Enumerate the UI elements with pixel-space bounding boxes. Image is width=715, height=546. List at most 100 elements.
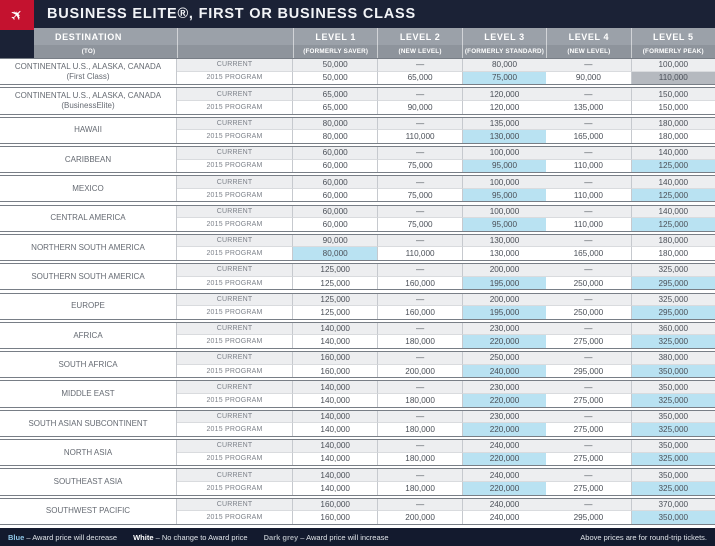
destination-name: HAWAII (74, 125, 102, 135)
award-price-cell: 230,000 (461, 322, 547, 336)
award-price-cell: 160,000 (293, 498, 378, 512)
row-label: 2015 PROGRAM (177, 452, 293, 466)
destination-group: SOUTH ASIAN SUBCONTINENT CURRENT 140,000—2… (0, 409, 715, 437)
header-level-2-sub: (NEW LEVEL) (377, 45, 461, 58)
destination-group: CONTINENTAL U.S., ALASKA, CANADA (First C… (0, 58, 715, 86)
award-price-cell: 95,000 (461, 188, 547, 202)
award-price-cell: 295,000 (630, 306, 715, 319)
row-label: 2015 PROGRAM (177, 100, 293, 114)
header-spacer-sub (177, 45, 293, 58)
award-price-cell: — (546, 88, 631, 101)
award-price-cell: 75,000 (377, 159, 462, 173)
award-price-cell: 220,000 (461, 423, 547, 436)
award-price-cell: 160,000 (293, 511, 378, 524)
award-price-cell: — (377, 59, 462, 72)
award-price-cell: — (546, 410, 631, 424)
award-price-cell: 220,000 (461, 481, 547, 495)
award-price-cell: 125,000 (630, 218, 715, 231)
award-price-cell: 180,000 (377, 394, 462, 407)
row-label: CURRENT (177, 469, 293, 482)
award-price-cell: 350,000 (630, 381, 715, 395)
award-price-cell: 295,000 (630, 276, 715, 290)
legend-text: – No change to Award price (153, 532, 248, 542)
award-price-cell: 180,000 (377, 452, 462, 466)
award-price-cell: — (546, 264, 631, 277)
award-price-cell: — (546, 117, 631, 131)
award-price-cell: 325,000 (630, 264, 715, 277)
header-level-3: LEVEL 3 (461, 28, 546, 45)
award-price-cell: 160,000 (377, 276, 462, 290)
destination-name: NORTH ASIA (63, 447, 113, 457)
header-level-5-sub: (FORMERLY PEAK) (630, 45, 715, 58)
award-price-cell: 50,000 (293, 71, 378, 85)
header-level-2: LEVEL 2 (377, 28, 461, 45)
award-price-cell: 220,000 (461, 452, 547, 466)
destination-name: AFRICA (73, 330, 103, 340)
award-price-cell: 75,000 (377, 218, 462, 231)
award-price-cell: 275,000 (546, 394, 631, 407)
destination-group: MEXICO CURRENT 60,000—100,000—140,000 2015 … (0, 175, 715, 203)
destination-group: SOUTHERN SOUTH AMERICA CURRENT 125,000—200… (0, 263, 715, 291)
row-label: 2015 PROGRAM (177, 188, 293, 202)
award-price-cell: — (377, 322, 462, 336)
award-price-cell: 325,000 (630, 481, 715, 495)
destination-name: SOUTH ASIAN SUBCONTINENT (28, 418, 148, 428)
award-price-cell: 140,000 (630, 176, 715, 189)
award-price-cell: — (546, 234, 631, 248)
award-price-cell: 125,000 (293, 293, 378, 307)
award-price-cell: — (546, 146, 631, 160)
destination-group: SOUTH AFRICA CURRENT 160,000—250,000—380,0… (0, 351, 715, 379)
award-price-cell: — (546, 498, 631, 512)
award-price-cell: 240,000 (461, 498, 547, 512)
award-price-cell: 275,000 (546, 452, 631, 466)
row-label: CURRENT (177, 440, 293, 453)
award-price-cell: 180,000 (377, 423, 462, 436)
award-price-cell: — (546, 205, 631, 219)
award-price-cell: — (377, 352, 462, 365)
destination-name: CARIBBEAN (64, 154, 112, 164)
row-label: CURRENT (177, 117, 293, 131)
award-price-cell: — (377, 234, 462, 248)
award-price-cell: 60,000 (293, 218, 378, 231)
destination-name: CENTRAL AMERICA (50, 213, 126, 223)
destination-cell: SOUTHEAST ASIA (0, 469, 177, 495)
award-price-cell: — (546, 440, 631, 453)
row-label: 2015 PROGRAM (177, 511, 293, 524)
destination-name: SOUTHERN SOUTH AMERICA (31, 271, 145, 281)
award-price-cell: 100,000 (630, 59, 715, 72)
award-price-cell: 200,000 (461, 264, 547, 277)
award-price-cell: 325,000 (630, 394, 715, 407)
destination-group: AFRICA CURRENT 140,000—230,000—360,000 2015… (0, 321, 715, 349)
award-price-cell: 110,000 (377, 130, 462, 143)
award-price-cell: — (377, 381, 462, 395)
award-price-cell: 180,000 (377, 335, 462, 348)
legend-key: Blue (8, 532, 25, 542)
award-price-cell: 150,000 (630, 88, 715, 101)
table-header: DESTINATION LEVEL 1 LEVEL 2 LEVEL 3 LEVE… (0, 28, 715, 58)
award-price-cell: 60,000 (293, 176, 378, 189)
destination-name: NORTHERN SOUTH AMERICA (31, 242, 145, 252)
award-price-cell: 230,000 (461, 410, 547, 424)
award-price-cell: 140,000 (293, 322, 378, 336)
destination-group: MIDDLE EAST CURRENT 140,000—230,000—350,00… (0, 380, 715, 408)
award-price-cell: 80,000 (461, 59, 547, 72)
award-price-cell: 110,000 (546, 218, 631, 231)
award-price-cell: — (546, 322, 631, 336)
destination-cell: HAWAII (0, 117, 177, 143)
award-price-cell: 350,000 (630, 410, 715, 424)
header-level-1-sub: (FORMERLY SAVER) (293, 45, 377, 58)
award-price-cell: 250,000 (461, 352, 547, 365)
destination-group: CENTRAL AMERICA CURRENT 60,000—100,000—140… (0, 204, 715, 232)
award-price-cell: — (377, 469, 462, 482)
award-price-cell: 90,000 (377, 100, 462, 114)
award-price-cell: 140,000 (293, 440, 378, 453)
award-price-cell: 370,000 (630, 498, 715, 512)
award-price-cell: 65,000 (293, 100, 378, 114)
award-price-cell: 275,000 (546, 335, 631, 348)
award-price-cell: 200,000 (377, 511, 462, 524)
award-price-cell: 350,000 (630, 469, 715, 482)
award-price-cell: 275,000 (546, 481, 631, 495)
row-label: CURRENT (177, 88, 293, 101)
award-price-cell: 160,000 (377, 306, 462, 319)
